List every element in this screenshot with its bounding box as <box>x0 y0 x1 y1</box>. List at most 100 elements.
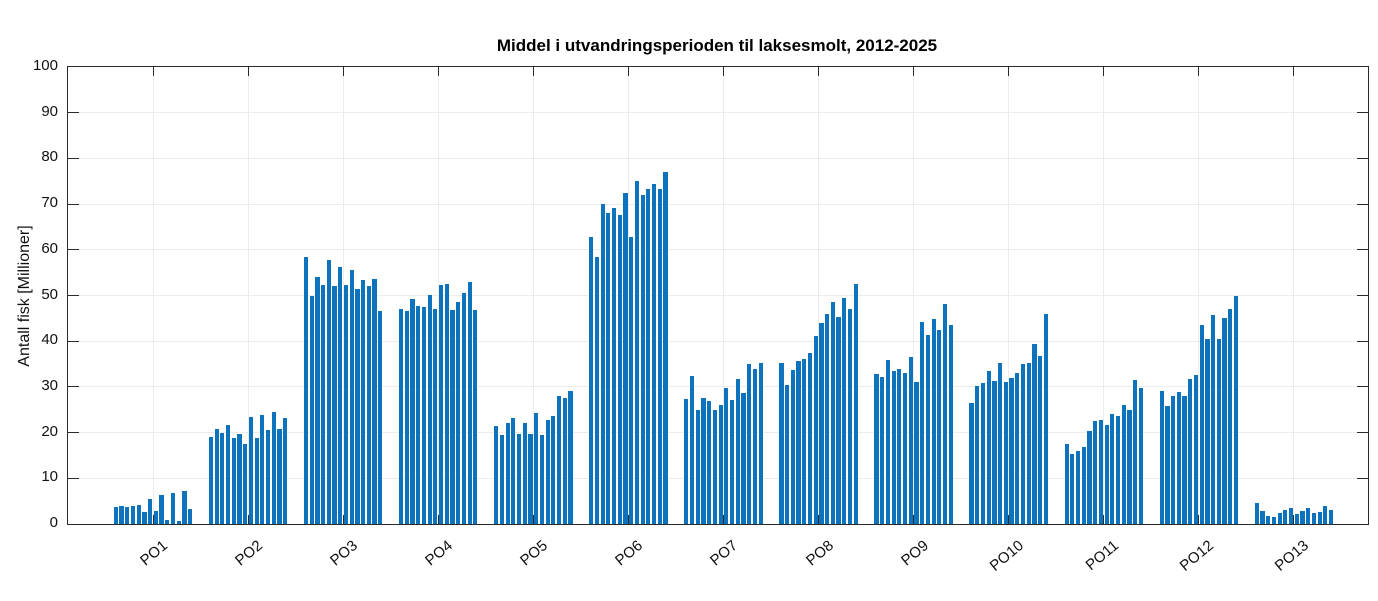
bar-po7-2020 <box>729 400 735 524</box>
bar-po10-2025 <box>1043 313 1048 524</box>
x-tick-label-po6: PO6 <box>612 537 647 570</box>
x-tick-top <box>722 67 724 76</box>
y-gridline <box>68 295 1368 296</box>
bar-po10-2015 <box>986 370 991 524</box>
bar-po12-2020 <box>1205 339 1210 524</box>
bar-po5-2019 <box>534 412 539 524</box>
bar-po6-2023 <box>652 184 657 524</box>
y-tick-right <box>1357 112 1368 114</box>
bar-po5-2016 <box>516 433 522 524</box>
bar-po2-2015 <box>225 425 231 524</box>
bar-po7-2018 <box>718 405 723 524</box>
y-tick-label: 60 <box>41 239 58 257</box>
y-tick-right <box>1357 340 1368 342</box>
x-tick-label-po2: PO2 <box>232 537 267 570</box>
bar-po5-2018 <box>528 433 533 524</box>
bar-po10-2016 <box>992 380 997 524</box>
bar-po2-2014 <box>220 432 225 524</box>
bar-po3-2016 <box>326 259 331 524</box>
bar-po10-2022 <box>1026 362 1031 524</box>
bar-po10-2013 <box>975 385 980 524</box>
y-gridline <box>68 112 1368 114</box>
bar-po4-2017 <box>427 294 432 524</box>
bar-po12-2016 <box>1182 396 1187 524</box>
bar-po6-2014 <box>600 204 605 524</box>
bar-po12-2012 <box>1159 391 1164 524</box>
bar-po12-2014 <box>1171 396 1176 524</box>
bar-po3-2014 <box>315 277 320 524</box>
bar-po1-2024 <box>182 491 187 524</box>
bar-po7-2013 <box>689 375 695 524</box>
x-tick-top <box>818 67 820 76</box>
bar-po13-2019 <box>1294 513 1299 524</box>
bar-po12-2017 <box>1188 378 1193 524</box>
bar-po8-2014 <box>790 370 795 524</box>
bar-po2-2023 <box>271 412 276 524</box>
bar-po7-2015 <box>701 398 706 524</box>
bar-po11-2015 <box>1081 446 1086 524</box>
bar-po6-2025 <box>663 171 668 524</box>
x-tick-top <box>913 67 915 76</box>
y-tick-left <box>68 203 79 205</box>
bar-po9-2013 <box>880 377 885 524</box>
x-tick-top <box>152 67 154 76</box>
bar-po13-2013 <box>1260 510 1265 524</box>
x-tick-bottom <box>913 515 915 524</box>
x-tick-bottom <box>152 515 154 524</box>
x-gridline <box>152 67 154 524</box>
bar-po8-2024 <box>847 308 853 524</box>
y-tick-left <box>68 295 79 296</box>
bar-po3-2017 <box>332 286 337 524</box>
bar-po4-2014 <box>410 299 415 524</box>
bar-po13-2012 <box>1254 503 1259 524</box>
bar-po10-2023 <box>1032 344 1037 524</box>
y-tick-left <box>68 432 79 434</box>
x-gridline <box>342 67 344 524</box>
bar-po7-2012 <box>684 399 689 524</box>
y-gridline <box>68 386 1368 388</box>
bar-po1-2019 <box>153 510 158 524</box>
bar-po5-2013 <box>499 435 504 524</box>
bar-po13-2022 <box>1311 512 1317 524</box>
y-tick-label: 80 <box>41 148 58 166</box>
bar-po9-2024 <box>942 303 948 524</box>
x-tick-label-po8: PO8 <box>802 537 837 570</box>
bar-po7-2025 <box>758 362 763 524</box>
bar-po11-2016 <box>1087 430 1092 524</box>
y-tick-left <box>68 112 79 114</box>
bar-po7-2021 <box>735 378 740 524</box>
y-tick-right <box>1357 203 1368 205</box>
y-tick-label: 100 <box>32 57 58 74</box>
x-gridline <box>818 67 820 524</box>
bar-po11-2014 <box>1075 451 1081 524</box>
x-tick-bottom <box>1103 515 1105 524</box>
bar-po7-2014 <box>695 410 700 524</box>
x-tick-top <box>1103 67 1105 76</box>
bar-po11-2025 <box>1138 387 1144 524</box>
bar-po4-2021 <box>450 309 455 524</box>
bar-po11-2019 <box>1104 424 1109 524</box>
bar-po9-2023 <box>937 329 942 524</box>
bar-po13-2025 <box>1329 509 1334 524</box>
y-tick-right <box>1357 432 1368 434</box>
bar-po11-2012 <box>1064 443 1069 524</box>
x-gridline <box>1293 67 1295 524</box>
bar-po1-2020 <box>159 494 164 524</box>
y-tick-label: 10 <box>41 468 58 486</box>
bar-po8-2022 <box>836 317 841 524</box>
bar-po13-2016 <box>1277 512 1282 524</box>
y-tick-label: 30 <box>41 376 58 394</box>
x-tick-label-po10: PO10 <box>986 537 1027 575</box>
bar-po12-2025 <box>1233 295 1239 524</box>
bar-po13-2024 <box>1323 505 1328 524</box>
bar-po6-2021 <box>640 194 645 524</box>
y-gridline <box>68 203 1368 205</box>
bar-po9-2025 <box>948 324 953 524</box>
y-tick-left <box>68 386 79 388</box>
bar-po11-2022 <box>1121 405 1126 524</box>
bar-po11-2018 <box>1098 419 1104 524</box>
bar-po4-2016 <box>421 306 427 524</box>
bar-po8-2016 <box>802 359 807 524</box>
bar-po13-2015 <box>1271 516 1277 524</box>
bar-po13-2023 <box>1317 511 1322 524</box>
